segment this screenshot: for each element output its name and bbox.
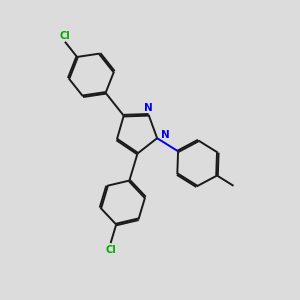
Text: Cl: Cl <box>60 31 70 40</box>
Text: N: N <box>144 103 153 113</box>
Text: N: N <box>161 130 170 140</box>
Text: Cl: Cl <box>105 245 116 255</box>
